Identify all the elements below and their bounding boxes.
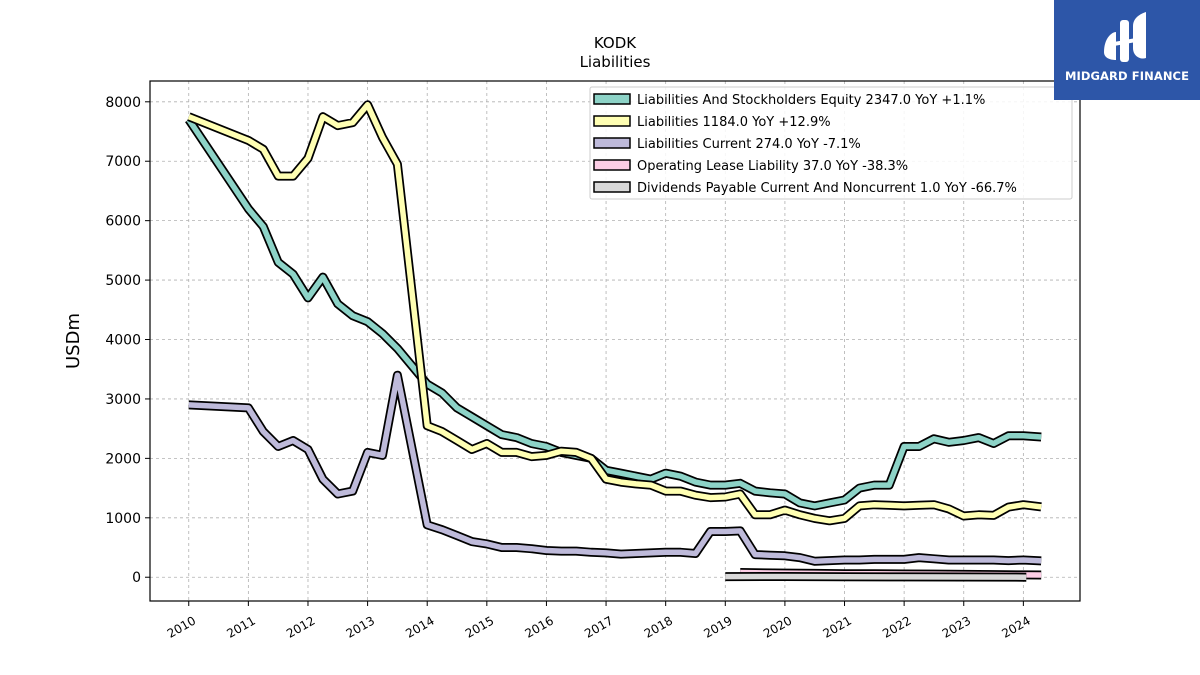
x-tick-label: 2015: [463, 613, 496, 640]
series-lines: [185, 100, 1042, 582]
legend-label: Liabilities Current 274.0 YoY -7.1%: [637, 137, 861, 152]
legend-swatch: [593, 181, 631, 193]
chart-title: KODK: [594, 34, 637, 52]
legend-swatch: [593, 159, 631, 171]
y-tick-label: 2000: [105, 451, 141, 467]
x-tick-label: 2016: [522, 613, 555, 640]
legend-label: Liabilities And Stockholders Equity 2347…: [637, 93, 985, 108]
y-axis-label: USDm: [63, 313, 84, 369]
x-tick-label: 2014: [403, 613, 436, 640]
series-2: [188, 370, 1042, 566]
legend-label: Operating Lease Liability 37.0 YoY -38.3…: [637, 159, 908, 174]
legend-swatch: [593, 115, 631, 127]
legend-label: Dividends Payable Current And Noncurrent…: [637, 181, 1017, 196]
plot-frame: [149, 80, 1081, 602]
legend-swatch: [593, 137, 631, 149]
series-0: [185, 117, 1042, 511]
x-tick-label: 2022: [880, 613, 913, 640]
series-1: [187, 100, 1042, 526]
y-tick-label: 4000: [105, 333, 141, 349]
series-line: [188, 372, 1042, 564]
y-tick-label: 7000: [105, 154, 141, 170]
x-tick-label: 2021: [821, 613, 854, 640]
y-axis-ticks: 0 1000 2000 3000 4000 5000 6000 7000 8000: [105, 95, 150, 586]
y-tick-label: 6000: [105, 214, 141, 230]
series-4: [725, 572, 1027, 582]
x-tick-label: 2017: [582, 613, 615, 640]
series-line: [187, 102, 1042, 524]
legend-swatch: [593, 93, 631, 105]
series-line: [186, 118, 1042, 509]
legend: Liabilities And Stockholders Equity 2347…: [589, 86, 1073, 200]
y-tick-label: 1000: [105, 511, 141, 527]
y-tick-label: 8000: [105, 95, 141, 111]
x-tick-label: 2018: [642, 613, 675, 640]
x-tick-label: 2010: [165, 613, 198, 640]
chart-subtitle: Liabilities: [580, 53, 651, 71]
x-axis-ticks: 2010 2011 2012 2013 2014 2015 2016 2017 2018 2019…: [165, 601, 1033, 641]
midgard-logo-icon: [1104, 12, 1146, 62]
legend-label: Liabilities 1184.0 YoY +12.9%: [637, 115, 831, 130]
x-tick-label: 2020: [761, 613, 794, 640]
y-tick-label: 3000: [105, 392, 141, 408]
logo-text: MIDGARD FINANCE: [1064, 69, 1190, 83]
x-tick-label: 2013: [344, 613, 377, 640]
x-tick-label: 2024: [999, 613, 1032, 640]
x-tick-label: 2019: [701, 613, 734, 640]
legend-frame: [589, 86, 1073, 200]
x-tick-label: 2011: [224, 613, 257, 640]
brand-logo: MIDGARD FINANCE: [1054, 0, 1200, 100]
x-tick-label: 2012: [284, 613, 317, 640]
y-tick-label: 0: [132, 570, 141, 586]
y-tick-label: 5000: [105, 273, 141, 289]
series-line: [725, 573, 1027, 580]
x-tick-label: 2023: [940, 613, 973, 640]
